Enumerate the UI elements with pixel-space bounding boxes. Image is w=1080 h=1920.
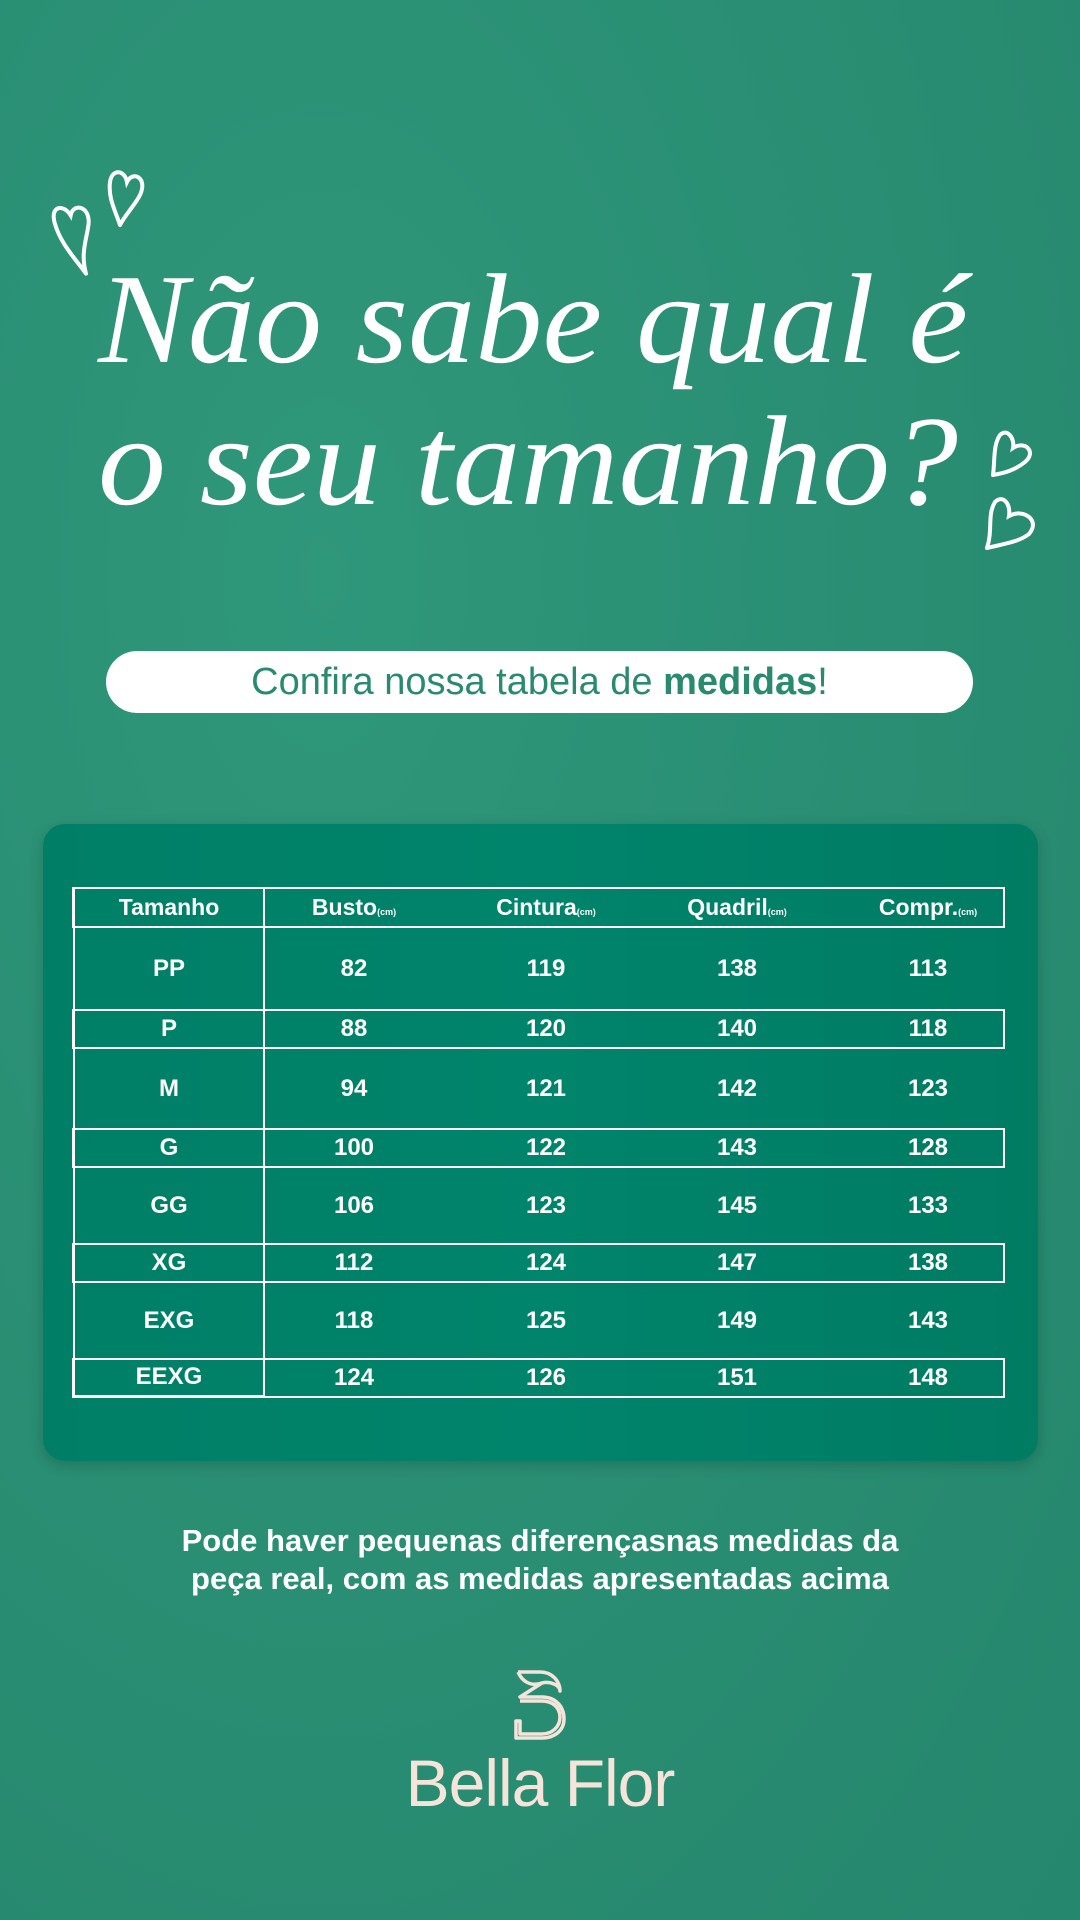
- size-cell: M: [73, 1048, 265, 1129]
- size-cell: EEXG: [73, 1359, 265, 1397]
- size-table-card: [43, 824, 1038, 1461]
- header-label: Cintura: [496, 894, 577, 920]
- table-row: EEXG 124 126 151 148: [72, 1358, 1005, 1398]
- busto-cell: 106: [333, 1191, 375, 1219]
- compr-cell: 113: [908, 954, 948, 982]
- compr-cell: 118: [908, 1015, 948, 1042]
- banner-text-end: !: [817, 660, 828, 703]
- brand-logo-icon: [514, 1670, 566, 1740]
- hearts-top-left-icon: [51, 170, 145, 276]
- header-cintura: Cintura(cm): [496, 894, 596, 921]
- disclaimer-note: Pode haver pequenas diferençasnas medida…: [0, 1522, 1080, 1598]
- quadril-cell: 143: [716, 1134, 758, 1161]
- cintura-cell: 121: [525, 1074, 567, 1102]
- compr-cell: 148: [907, 1364, 949, 1391]
- header-unit: (cm): [958, 907, 978, 917]
- quadril-cell: 149: [716, 1306, 758, 1334]
- table-row: XG 112 124 147 138: [72, 1243, 1005, 1283]
- busto-cell: 100: [333, 1134, 375, 1161]
- quadril-cell: 138: [716, 954, 758, 982]
- busto-cell: 94: [340, 1074, 368, 1102]
- header-label: Busto: [311, 894, 378, 920]
- header-quadril: Quadril(cm): [687, 894, 787, 921]
- table-row: EXG 118 125 149 143: [73, 1282, 1004, 1359]
- banner-text-regular: Confira nossa tabela de: [251, 660, 664, 703]
- quadril-cell: 145: [716, 1191, 758, 1219]
- size-cell: GG: [73, 1167, 265, 1244]
- table-row: P 88 120 140 118: [72, 1009, 1005, 1049]
- busto-cell: 88: [340, 1015, 368, 1042]
- cintura-cell: 123: [525, 1191, 567, 1219]
- banner-text-bold: medidas: [663, 660, 818, 703]
- compr-cell: 128: [907, 1134, 949, 1161]
- cintura-cell: 119: [526, 954, 566, 982]
- banner-text: Confira nossa tabela de medidas!: [251, 661, 828, 704]
- compr-cell: 138: [907, 1249, 949, 1276]
- headline: Não sabe qual é o seu tamanho?: [98, 248, 978, 532]
- brand-name: Bella Flor: [405, 1746, 676, 1820]
- header-unit: (cm): [767, 907, 787, 917]
- header-label: Quadril: [687, 894, 768, 920]
- size-cell: EXG: [73, 1282, 265, 1359]
- table-row: PP 82 119 138 113: [73, 927, 1004, 1010]
- cintura-cell: 120: [525, 1015, 567, 1042]
- header-tamanho: Tamanho: [73, 888, 265, 927]
- quadril-cell: 147: [716, 1249, 758, 1276]
- size-chart-banner: Confira nossa tabela de medidas!: [106, 651, 973, 713]
- table-row: M 94 121 142 123: [73, 1048, 1004, 1129]
- header-busto: Busto(cm): [312, 894, 396, 921]
- disclaimer-line-1: Pode haver pequenas diferençasnas medida…: [181, 1523, 899, 1558]
- busto-cell: 82: [340, 954, 368, 982]
- busto-cell: 118: [334, 1306, 374, 1334]
- compr-cell: 133: [907, 1191, 949, 1219]
- header-compr: Compr.(cm): [879, 894, 977, 921]
- quadril-cell: 151: [716, 1364, 758, 1391]
- table-header-row: Tamanho Busto(cm) Cintura(cm) Quadril(cm) Co…: [72, 887, 1005, 928]
- busto-cell: 124: [333, 1364, 375, 1391]
- table-row: G 100 122 143 128: [72, 1128, 1005, 1168]
- cintura-cell: 124: [525, 1249, 567, 1276]
- cintura-cell: 125: [525, 1306, 567, 1334]
- header-unit: (cm): [576, 907, 596, 917]
- headline-line-1: Não sabe qual é: [98, 248, 968, 390]
- size-cell: G: [73, 1129, 265, 1167]
- size-table: Tamanho Busto(cm) Cintura(cm) Quadril(cm) Co…: [72, 887, 1005, 1398]
- busto-cell: 112: [334, 1249, 374, 1276]
- table-row: GG 106 123 145 133: [73, 1167, 1004, 1244]
- header-unit: (cm): [377, 907, 397, 917]
- compr-cell: 143: [907, 1306, 949, 1334]
- size-cell: XG: [73, 1244, 265, 1282]
- size-cell: PP: [73, 927, 265, 1010]
- compr-cell: 123: [907, 1074, 949, 1102]
- quadril-cell: 142: [716, 1074, 758, 1102]
- cintura-cell: 122: [525, 1134, 567, 1161]
- disclaimer-line-2: peça real, com as medidas apresentadas a…: [191, 1561, 889, 1596]
- cintura-cell: 126: [525, 1364, 567, 1391]
- size-cell: P: [73, 1010, 265, 1048]
- quadril-cell: 140: [716, 1015, 758, 1042]
- hearts-right-icon: [985, 430, 1035, 550]
- headline-line-2: o seu tamanho?: [98, 390, 958, 532]
- header-label: Compr.: [878, 894, 959, 920]
